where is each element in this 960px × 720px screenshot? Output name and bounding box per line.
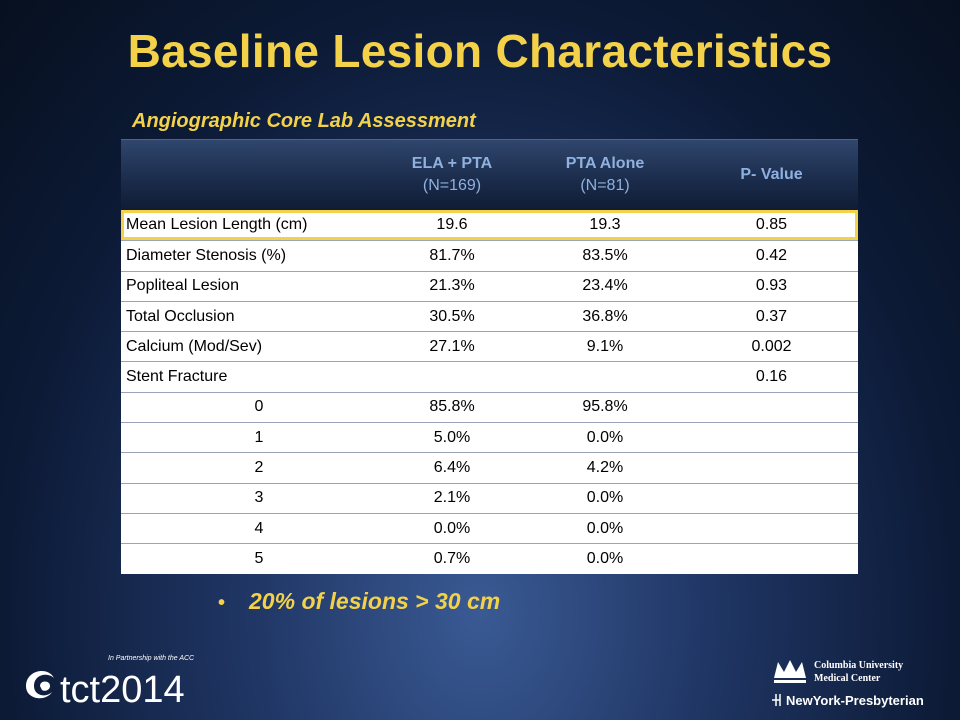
header-ela-pta: ELA + PTA (N=169) bbox=[379, 140, 525, 210]
ela-pta-value: 27.1% bbox=[429, 337, 475, 355]
tct-swirl-icon bbox=[26, 671, 54, 699]
fracture-grade-label: 0 bbox=[254, 398, 264, 416]
table-row: Stent Fracture 0.16 bbox=[121, 361, 858, 391]
header-blank bbox=[121, 140, 379, 210]
ela-pta-value: 6.4% bbox=[433, 459, 471, 477]
table-row: 2 6.4% 4.2% bbox=[121, 452, 858, 482]
table-row: Total Occlusion 30.5% 36.8% 0.37 bbox=[121, 300, 858, 331]
pta-alone-value: 36.8% bbox=[582, 307, 628, 325]
row-label: Diameter Stenosis (%) bbox=[126, 246, 287, 264]
key-finding-bullet: • 20% of lesions > 30 cm bbox=[218, 588, 500, 615]
table-row: Diameter Stenosis (%) 81.7% 83.5% 0.42 bbox=[121, 240, 858, 270]
header-label: ELA + PTA bbox=[411, 155, 493, 172]
header-p-value: P- Value bbox=[685, 140, 858, 210]
ela-pta-value: 0.0% bbox=[433, 519, 471, 537]
pta-alone-value: 0.0% bbox=[586, 428, 624, 446]
row-label: Total Occlusion bbox=[126, 307, 235, 325]
ela-pta-value: 2.1% bbox=[433, 489, 471, 507]
table-row: 1 5.0% 0.0% bbox=[121, 422, 858, 452]
slide-title: Baseline Lesion Characteristics bbox=[127, 25, 833, 77]
ela-pta-value: 19.6 bbox=[436, 216, 468, 234]
p-value: 0.37 bbox=[755, 307, 788, 325]
table-row: 3 2.1% 0.0% bbox=[121, 482, 858, 513]
ela-pta-value: 0.7% bbox=[433, 549, 471, 567]
row-label: Popliteal Lesion bbox=[126, 277, 239, 295]
table-header: ELA + PTA (N=169) PTA Alone (N=81) P- Va… bbox=[121, 139, 858, 210]
header-n: (N=81) bbox=[580, 177, 630, 194]
pta-alone-value: 83.5% bbox=[582, 246, 628, 264]
header-label: P- Value bbox=[740, 166, 803, 183]
pta-alone-value: 23.4% bbox=[582, 277, 628, 295]
p-value: 0.42 bbox=[755, 246, 788, 264]
tct-tagline: In Partnership with the ACC bbox=[108, 655, 195, 662]
table-row: Popliteal Lesion 21.3% 23.4% 0.93 bbox=[121, 270, 858, 301]
fracture-grade-label: 4 bbox=[254, 519, 264, 537]
pta-alone-value: 19.3 bbox=[589, 216, 621, 234]
fracture-grade-label: 2 bbox=[254, 459, 264, 477]
lesion-characteristics-table: ELA + PTA (N=169) PTA Alone (N=81) P- Va… bbox=[121, 139, 858, 574]
tct-logo: In Partnership with the ACC tct2014 bbox=[20, 652, 210, 717]
pta-alone-value: 95.8% bbox=[582, 398, 628, 416]
pta-alone-value: 0.0% bbox=[586, 489, 624, 507]
ela-pta-value: 21.3% bbox=[429, 277, 475, 295]
fracture-grade-label: 3 bbox=[254, 489, 264, 507]
bullet-dot-icon: • bbox=[218, 592, 226, 614]
p-value: 0.93 bbox=[755, 277, 788, 295]
columbia-line2: Medical Center bbox=[814, 673, 881, 684]
pta-alone-value: 0.0% bbox=[586, 519, 624, 537]
ela-pta-value: 30.5% bbox=[429, 307, 475, 325]
tct-wordmark: tct2014 bbox=[60, 669, 185, 711]
nyp-wordmark: NewYork-Presbyterian bbox=[786, 693, 924, 708]
table-row: Mean Lesion Length (cm) 19.6 19.3 0.85 bbox=[121, 210, 858, 241]
fracture-grade-label: 1 bbox=[254, 428, 264, 446]
ela-pta-value: 5.0% bbox=[433, 428, 471, 446]
row-label: Mean Lesion Length (cm) bbox=[126, 216, 308, 234]
bullet-text: 20% of lesions > 30 cm bbox=[249, 588, 501, 614]
pta-alone-value: 0.0% bbox=[586, 549, 624, 567]
header-pta-alone: PTA Alone (N=81) bbox=[525, 140, 685, 210]
p-value: 0.16 bbox=[755, 368, 788, 386]
table-row: 5 0.7% 0.0% bbox=[121, 543, 858, 573]
table-row: Calcium (Mod/Sev) 27.1% 9.1% 0.002 bbox=[121, 331, 858, 361]
p-value: 0.85 bbox=[755, 216, 788, 234]
header-n: (N=169) bbox=[422, 177, 482, 194]
row-label: Stent Fracture bbox=[126, 368, 228, 386]
table-row: 4 0.0% 0.0% bbox=[121, 512, 858, 543]
table-body: Mean Lesion Length (cm) 19.6 19.3 0.85 D… bbox=[121, 210, 858, 574]
columbia-nyp-logo: Columbia University Medical Center NewYo… bbox=[770, 656, 950, 717]
nyp-mark-icon bbox=[772, 694, 781, 706]
fracture-grade-label: 5 bbox=[254, 549, 264, 567]
crown-icon bbox=[774, 660, 806, 683]
table-row: 0 85.8% 95.8% bbox=[121, 391, 858, 422]
row-label: Calcium (Mod/Sev) bbox=[126, 337, 263, 355]
ela-pta-value: 81.7% bbox=[429, 246, 475, 264]
header-label: PTA Alone bbox=[565, 155, 645, 172]
pta-alone-value: 9.1% bbox=[586, 337, 624, 355]
columbia-line1: Columbia University bbox=[814, 660, 903, 671]
p-value: 0.002 bbox=[751, 337, 792, 355]
pta-alone-value: 4.2% bbox=[586, 459, 624, 477]
ela-pta-value: 85.8% bbox=[429, 398, 475, 416]
table-subtitle: Angiographic Core Lab Assessment bbox=[132, 110, 476, 132]
